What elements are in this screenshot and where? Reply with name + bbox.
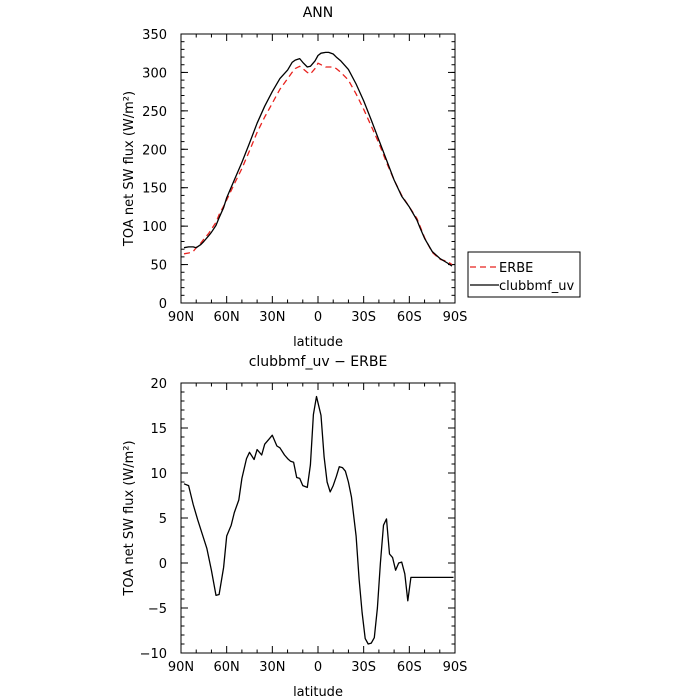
bottom-y-tick-label: 0: [159, 557, 167, 572]
top-y-tick-label: 150: [142, 182, 167, 197]
bottom-series-line-0: [183, 395, 454, 645]
top-x-tick-label: 60S: [397, 310, 422, 325]
legend-erbe-label: ERBE: [499, 261, 533, 276]
bottom-y-tick-label: 20: [150, 377, 167, 392]
top-x-axis-label: latitude: [293, 335, 343, 350]
top-series-line-0: [183, 62, 453, 266]
top-x-tick-label: 0: [314, 310, 322, 325]
bottom-x-tick-label: 30N: [259, 660, 285, 675]
top-x-tick-label: 90S: [443, 310, 468, 325]
bottom-y-tick-label: 10: [150, 467, 167, 482]
top-y-tick-label: 200: [142, 143, 167, 158]
top-series-line-1: [183, 51, 453, 267]
bottom-x-tick-label: 90N: [168, 660, 194, 675]
top-y-tick-label: 50: [150, 259, 167, 274]
bottom-plot-frame: [180, 382, 456, 654]
top-y-tick-label: 100: [142, 220, 167, 235]
bottom-x-tick-label: 0: [314, 660, 322, 675]
bottom-y-tick-label: −5: [148, 602, 167, 617]
bottom-y-axis-label: TOA net SW flux (W/m²): [122, 440, 137, 596]
bottom-chart-title: clubbmf_uv − ERBE: [249, 354, 388, 370]
bottom-x-tick-label: 60S: [397, 660, 422, 675]
legend-box: [467, 251, 581, 298]
bottom-x-axis-label: latitude: [293, 685, 343, 700]
bottom-panel: 90N 60N 30N 0 30S 60S 90S −10 −5 0 5 10 15 20 clubbmf_…: [122, 354, 467, 700]
bottom-y-tick-label: 5: [159, 512, 167, 527]
top-chart-title: ANN: [303, 5, 334, 21]
top-x-tick-label: 30S: [351, 310, 376, 325]
top-y-tick-label: 300: [142, 66, 167, 81]
top-plot-frame: [180, 33, 456, 304]
bottom-x-tick-label: 60N: [214, 660, 240, 675]
legend: ERBE clubbmf_uv: [467, 251, 581, 298]
top-panel: 90N 60N 30N 0 30S 60S 90S 0 50 100 150 200 250 300 350…: [122, 5, 467, 350]
bottom-y-tick-label: −10: [140, 647, 167, 662]
top-y-axis-label: TOA net SW flux (W/m²): [122, 91, 137, 247]
bottom-x-tick-label: 90S: [443, 660, 468, 675]
bottom-y-tick-label: 15: [150, 422, 167, 437]
top-x-tick-label: 90N: [168, 310, 194, 325]
bottom-x-tick-label: 30S: [351, 660, 376, 675]
legend-model-label: clubbmf_uv: [499, 279, 574, 294]
top-x-tick-label: 30N: [259, 310, 285, 325]
top-x-tick-label: 60N: [214, 310, 240, 325]
top-y-tick-label: 0: [159, 297, 167, 312]
top-y-tick-label: 350: [142, 28, 167, 43]
top-y-tick-label: 250: [142, 105, 167, 120]
